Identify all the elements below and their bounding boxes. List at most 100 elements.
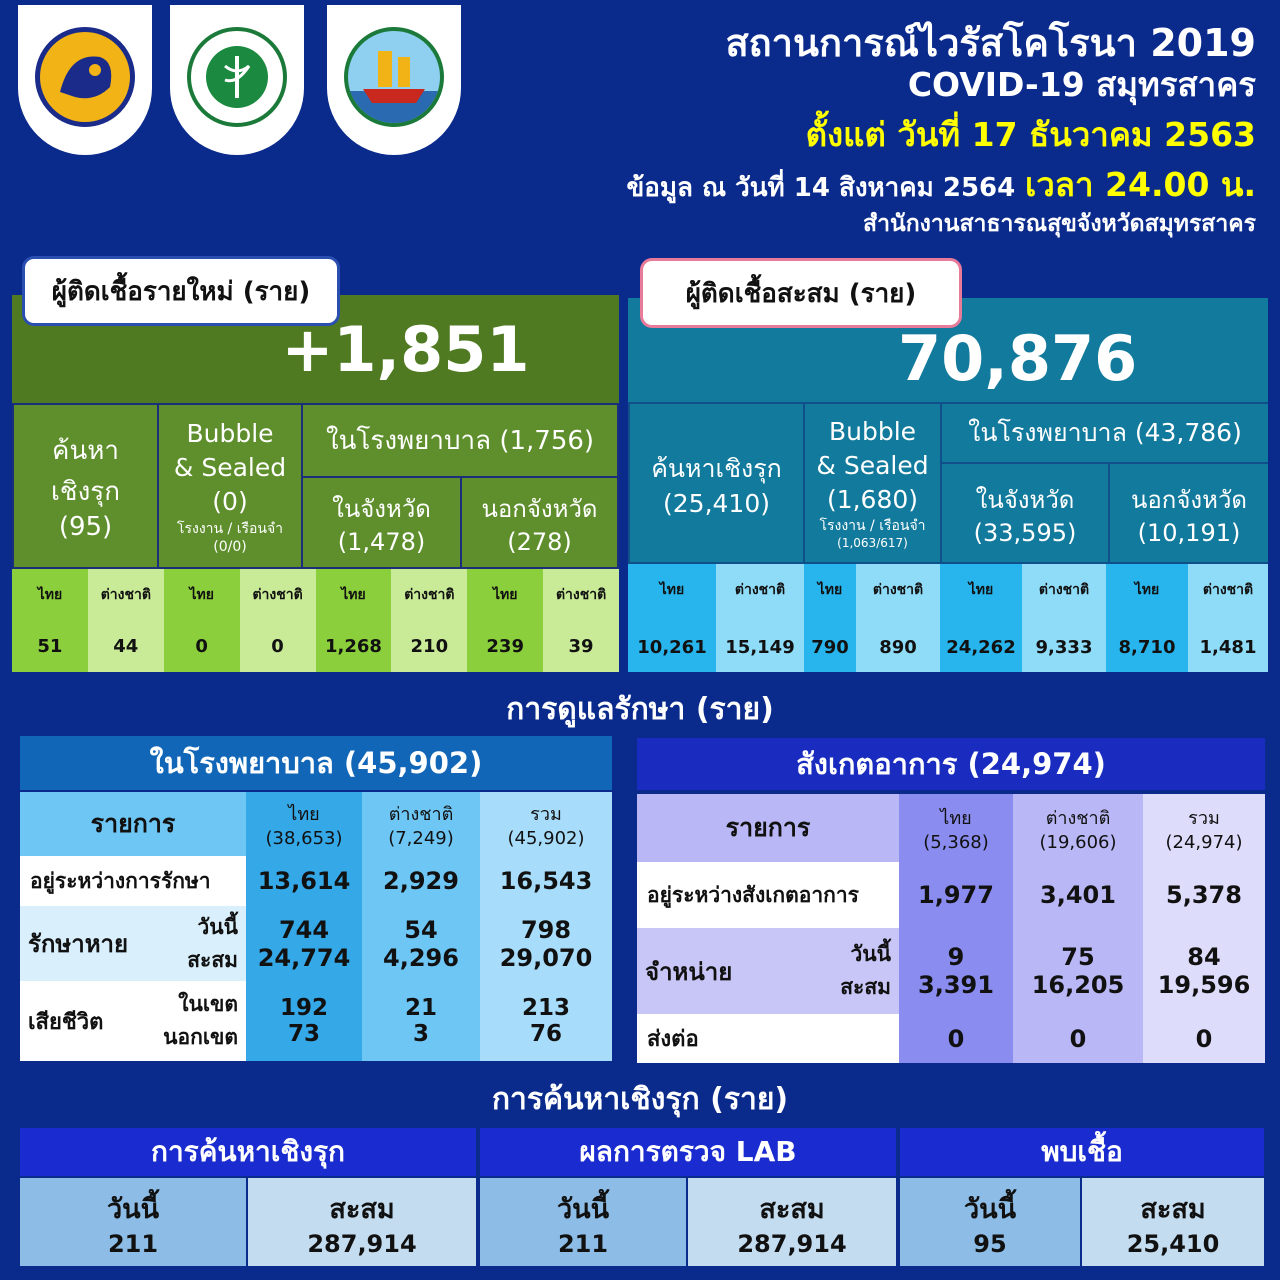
cum-label: สะสม	[1140, 1193, 1206, 1225]
death-label: เสียชีวิต	[28, 1009, 104, 1035]
nat-value: 890	[879, 636, 917, 658]
today-label: วันนี้	[106, 1193, 160, 1225]
col-total-header: รวม (45,902)	[480, 792, 612, 856]
today-value: 75	[1061, 943, 1095, 971]
nat-label: ต่างชาติ	[1038, 581, 1090, 598]
col-thai-header: ไทย (38,653)	[246, 792, 362, 856]
data-as-of: ข้อมูล ณ วันที่ 14 สิงหาคม 2564	[626, 173, 1016, 203]
cum-bubble-cell: Bubble & Sealed (1,680) โรงงาน / เรือนจำ…	[805, 404, 940, 562]
today-label: วันนี้	[963, 1193, 1017, 1225]
death-total: 213 76	[480, 981, 612, 1061]
discharge-total: 84 19,596	[1143, 928, 1265, 1014]
group-title: ผลการตรวจ LAB	[480, 1128, 896, 1176]
nat-cell: ไทย 10,261	[628, 564, 716, 672]
label: ค้นหา	[52, 436, 119, 466]
death-foreign: 21 3	[362, 981, 480, 1061]
group-today-cell: วันนี้ 211	[480, 1178, 686, 1266]
value: (1,478)	[337, 528, 426, 556]
cum-in-province-cell: ในจังหวัด (33,595)	[942, 464, 1108, 562]
today-value: 211	[557, 1229, 609, 1258]
observing-label: อยู่ระหว่างสังเกตอาการ	[637, 862, 899, 928]
label: นอกจังหวัด	[1130, 485, 1247, 514]
nat-value: 10,261	[637, 636, 707, 658]
col-total-header: รวม (24,974)	[1143, 794, 1265, 862]
in-value: 213	[521, 995, 570, 1021]
group-cum-cell: สะสม 287,914	[248, 1178, 476, 1266]
nat-cell: ต่างชาติ 39	[543, 569, 619, 672]
label: & Sealed	[816, 451, 929, 480]
col-item-header: รายการ	[637, 794, 899, 862]
nat-value: 210	[410, 636, 449, 657]
cum-out-province-cell: นอกจังหวัด (10,191)	[1110, 464, 1268, 562]
out-area-label: นอกเขต	[163, 1025, 238, 1049]
cum-label: สะสม	[329, 1193, 395, 1225]
cum-label: สะสม	[840, 975, 891, 999]
value: (278)	[507, 528, 572, 556]
nat-value: 1,268	[324, 636, 382, 657]
value: (0)	[212, 487, 248, 516]
nat-value: 1,481	[1199, 636, 1257, 658]
nat-cell: ต่างชาติ 210	[391, 569, 468, 672]
col-label: ไทย	[940, 808, 972, 829]
label: Bubble	[186, 419, 274, 448]
nat-label: ต่างชาติ	[872, 581, 924, 598]
value: (25,410)	[663, 488, 770, 518]
care-section-title: การดูแลรักษา (ราย)	[506, 692, 774, 727]
active-search-table: การค้นหาเชิงรุก ผลการตรวจ LAB พบเชื้อ วั…	[20, 1128, 1264, 1266]
nat-cell: ไทย 790	[804, 564, 856, 672]
ministry-of-public-health-logo	[170, 5, 304, 155]
discharge-label-cell: จำหน่าย วันนี้ สะสม	[637, 928, 899, 1014]
cumulative-panel: 70,876 ค้นหาเชิงรุก (25,410) Bubble & Se…	[628, 298, 1268, 672]
cumulative-total: 70,876	[898, 322, 1138, 395]
nat-label: ต่างชาติ	[252, 587, 303, 603]
nat-value: 8,710	[1118, 636, 1176, 658]
nat-value: 24,262	[946, 636, 1016, 658]
nat-cell: ต่างชาติ 0	[239, 569, 316, 672]
nat-value: 44	[113, 636, 139, 657]
col-value: (5,368)	[923, 832, 989, 853]
col-label: รวม	[530, 804, 562, 825]
nat-cell: ไทย 0	[163, 569, 240, 672]
col-label: ไทย	[288, 804, 320, 825]
nat-value: 15,149	[725, 636, 795, 658]
group-title: การค้นหาเชิงรุก	[20, 1128, 476, 1176]
col-label: ต่างชาติ	[1045, 808, 1111, 829]
today-label: วันนี้	[197, 914, 238, 939]
label: ค้นหาเชิงรุก	[651, 453, 782, 483]
recovered-thai: 744 24,774	[246, 906, 362, 981]
value: (1,680)	[826, 485, 919, 514]
death-thai: 192 73	[246, 981, 362, 1061]
today-value: 84	[1187, 943, 1221, 971]
value: (95)	[58, 512, 113, 542]
sub-value: (0/0)	[213, 539, 247, 555]
label: ในจังหวัด	[332, 495, 431, 523]
col-foreign-header: ต่างชาติ (19,606)	[1013, 794, 1143, 862]
nat-label: ไทย	[341, 587, 366, 603]
sub-label: โรงงาน / เรือนจำ	[819, 518, 926, 534]
cum-value: 287,914	[307, 1229, 417, 1258]
junk-ship-icon	[344, 27, 444, 127]
recovered-total: 798 29,070	[480, 906, 612, 981]
sub-label: โรงงาน / เรือนจำ	[176, 521, 284, 537]
label: นอกจังหวัด	[481, 495, 598, 523]
group-cum-cell: สะสม 287,914	[688, 1178, 896, 1266]
new-cases-panel: +1,851 ค้นหา เชิงรุก (95) Bubble & Seale…	[12, 295, 619, 672]
treating-thai: 13,614	[246, 856, 362, 906]
today-value: 744	[278, 915, 330, 944]
nat-label: ไทย	[968, 581, 994, 598]
nat-value: 39	[568, 636, 594, 657]
cum-value: 19,596	[1157, 971, 1251, 999]
nat-label: ต่างชาติ	[404, 587, 455, 603]
nat-cell: ไทย 51	[12, 569, 88, 672]
col-value: (7,249)	[388, 828, 454, 849]
label: & Sealed	[173, 453, 287, 482]
data-time: เวลา 24.00 น.	[1024, 165, 1256, 204]
recovered-label: รักษาหาย	[28, 930, 129, 958]
office-name: สำนักงานสาธารณสุขจังหวัดสมุทรสาคร	[863, 211, 1256, 237]
page-subtitle: COVID-19 สมุทรสาคร	[907, 65, 1256, 104]
col-value: (19,606)	[1039, 832, 1117, 853]
col-label: ต่างชาติ	[388, 804, 454, 825]
cum-label: สะสม	[187, 947, 238, 972]
since-date: ตั้งแต่ วันที่ 17 ธันวาคม 2563	[805, 115, 1256, 154]
observation-table-title: สังเกตอาการ (24,974)	[637, 738, 1265, 790]
